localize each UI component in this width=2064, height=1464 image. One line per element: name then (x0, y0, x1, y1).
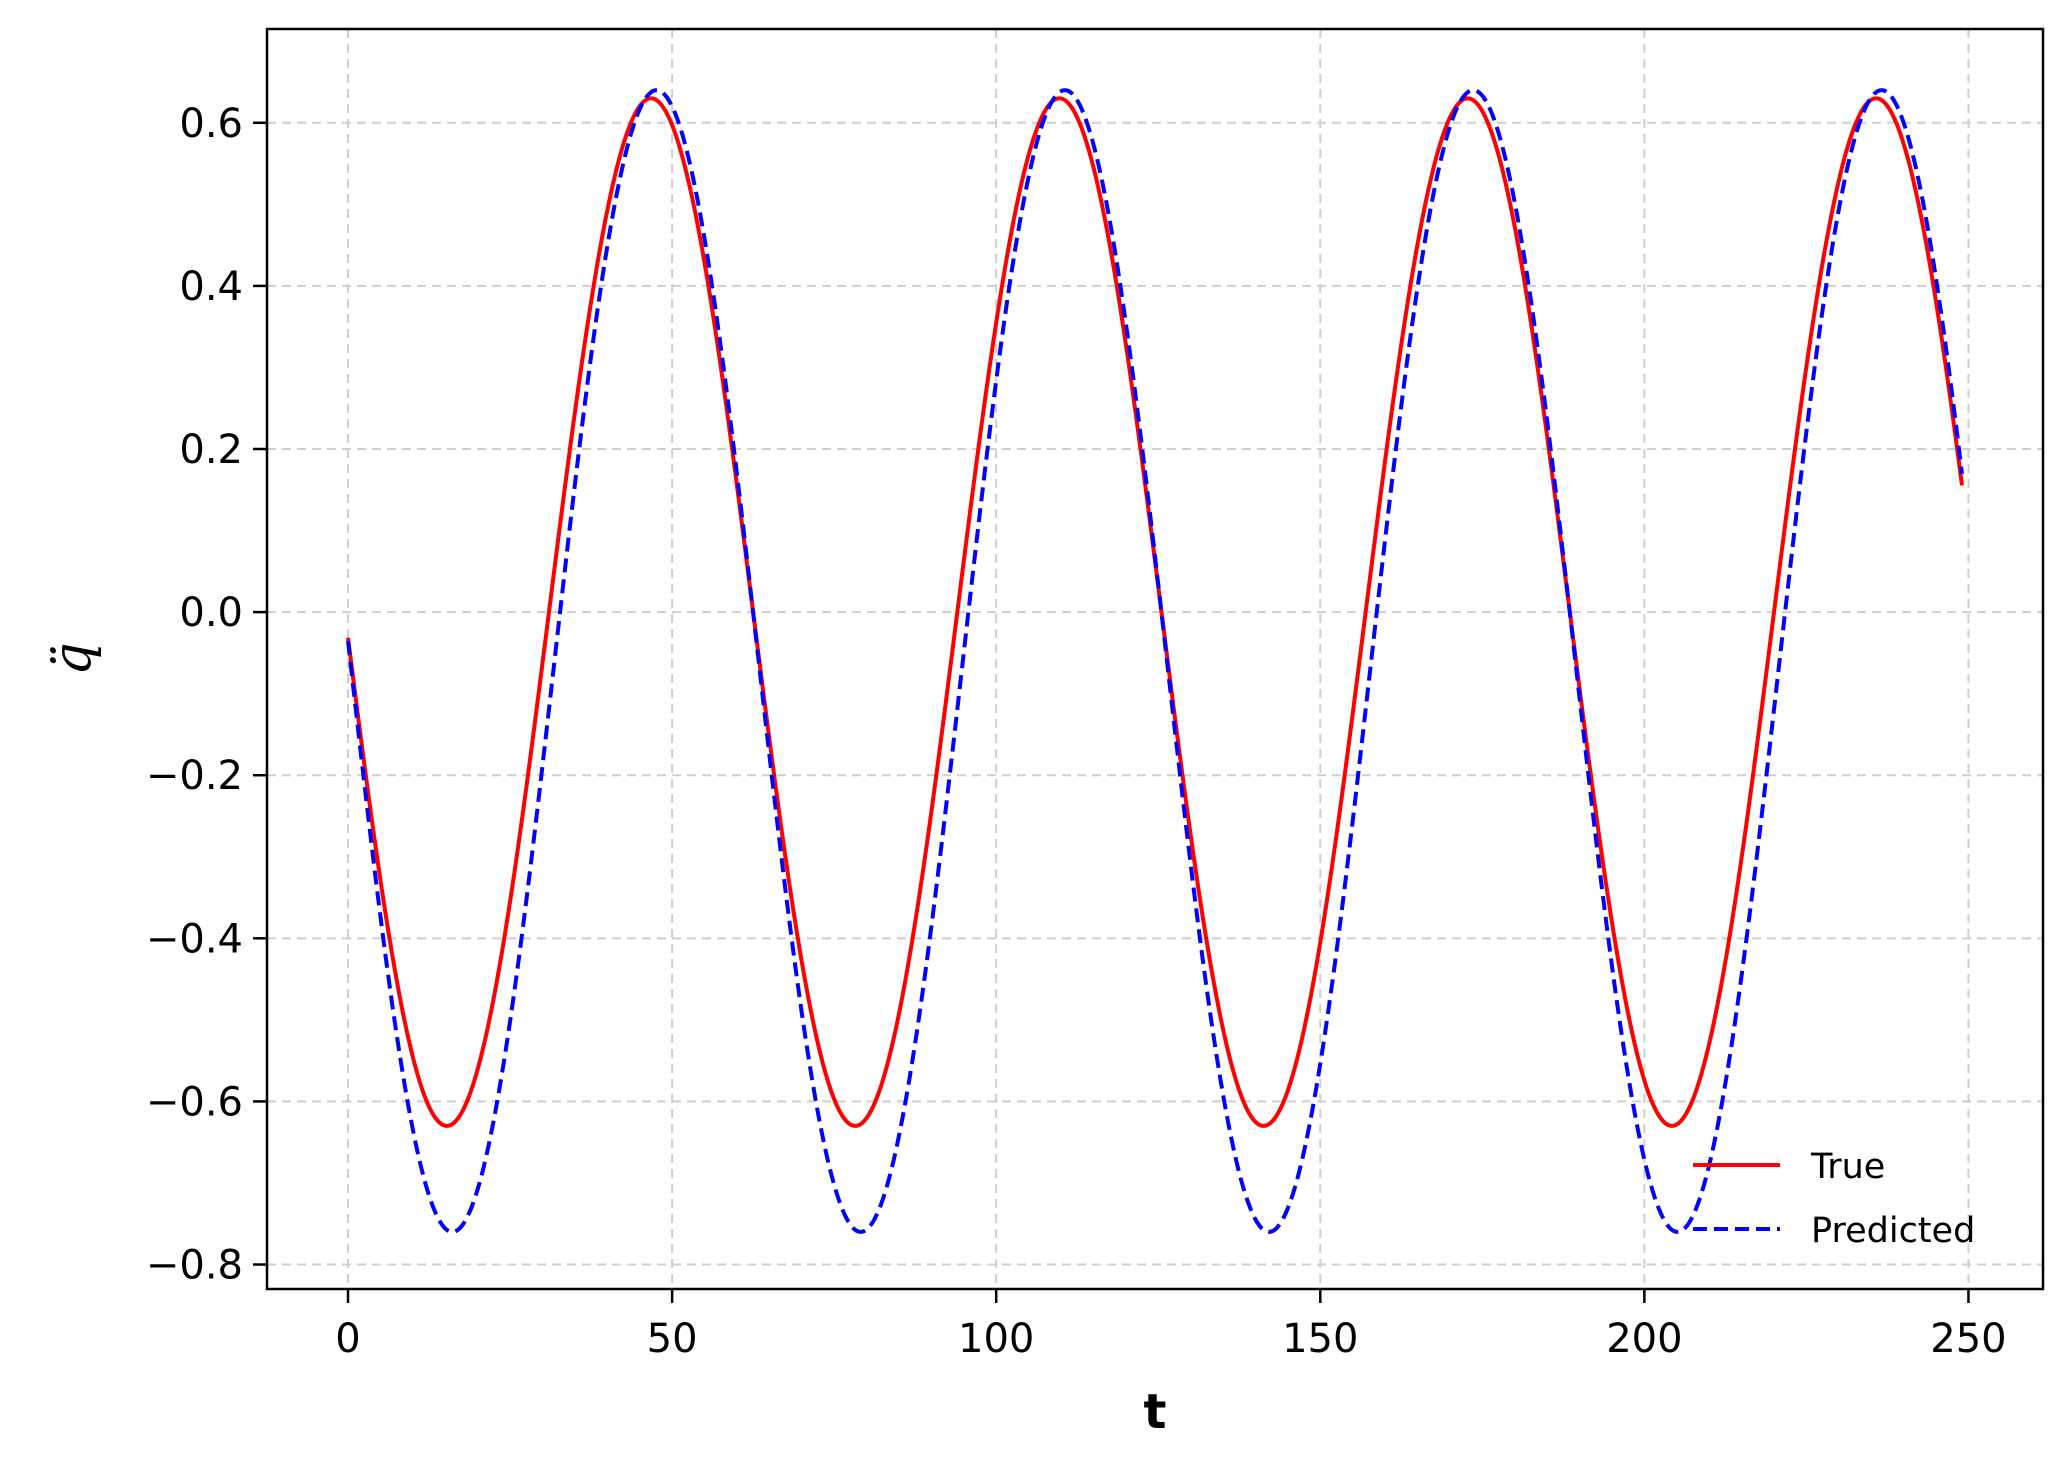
y-tick-label: −0.6 (146, 1079, 243, 1125)
legend-label-true: True (1810, 1147, 1885, 1187)
x-tick-label: 0 (335, 1316, 360, 1362)
y-tick-label: 0.4 (179, 264, 243, 310)
x-tick-label: 100 (958, 1316, 1034, 1362)
y-tick-label: 0.6 (179, 101, 243, 147)
y-tick-label: −0.4 (146, 916, 243, 962)
x-tick-label: 200 (1606, 1316, 1682, 1362)
x-tick-label: 50 (647, 1316, 698, 1362)
x-tick-label: 250 (1930, 1316, 2006, 1362)
y-tick-label: −0.2 (146, 753, 243, 799)
plot-frame (265, 27, 2045, 1291)
grid (267, 29, 2043, 1289)
y-ticks: 0.6 0.4 0.2 0.0 −0.2 −0.4 −0.6 −0.8 (146, 101, 267, 1289)
series-line-predicted (346, 88, 1964, 1234)
x-ticks: 0 50 100 150 200 250 (335, 1289, 2007, 1362)
y-tick-label: 0.0 (179, 590, 243, 636)
plot-lines (346, 88, 1964, 1234)
y-tick-label: 0.2 (179, 427, 243, 473)
y-axis-label: q̈ (43, 642, 103, 675)
x-axis-label: t (1144, 1384, 1167, 1440)
y-tick-label: −0.8 (146, 1243, 243, 1289)
legend: True Predicted (1693, 1147, 1975, 1251)
legend-label-predicted: Predicted (1811, 1211, 1975, 1251)
x-tick-label: 150 (1282, 1316, 1358, 1362)
